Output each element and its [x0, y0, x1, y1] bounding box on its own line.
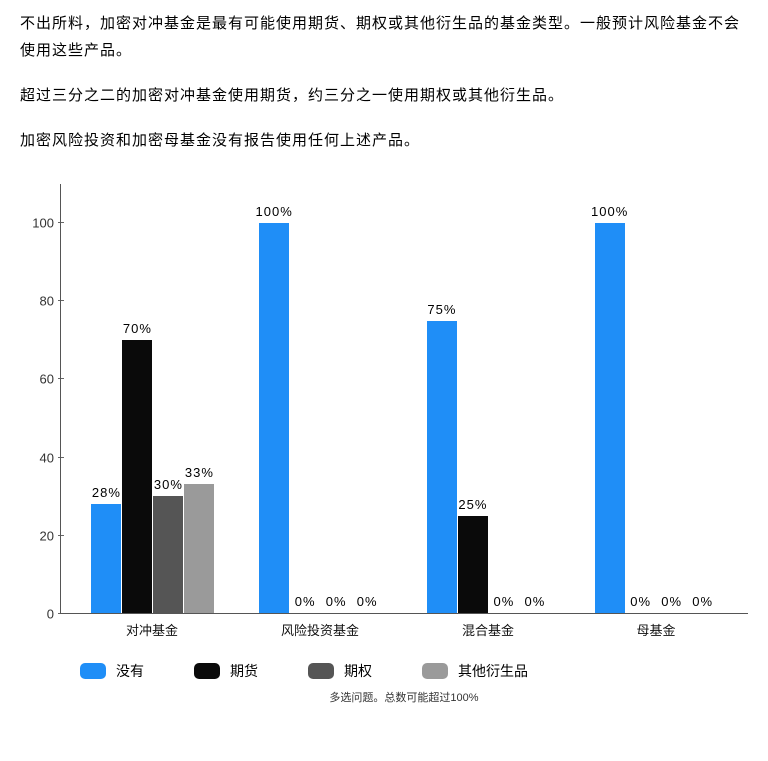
bar: 33%: [184, 484, 214, 613]
legend-label: 没有: [116, 661, 144, 681]
bar: 30%: [153, 496, 183, 613]
bar-value-label: 0%: [630, 594, 651, 609]
bar-value-label: 30%: [154, 477, 183, 492]
legend-label: 期货: [230, 661, 258, 681]
legend-item: 其他衍生品: [422, 661, 528, 681]
bar: 75%: [427, 321, 457, 614]
legend-swatch: [422, 663, 448, 679]
plot-area: 28%70%30%33%100%0%0%0%75%25%0%0%100%0%0%…: [60, 184, 748, 614]
y-tick-label: 100: [32, 216, 54, 231]
legend-swatch: [308, 663, 334, 679]
y-tick-label: 80: [40, 294, 54, 309]
bar-value-label: 0%: [692, 594, 713, 609]
paragraph-3: 加密风险投资和加密母基金没有报告使用任何上述产品。: [20, 127, 748, 154]
x-axis-label: 对冲基金: [68, 620, 236, 639]
bar-group: 100% 0% 0% 0%: [572, 184, 740, 613]
bar-value-label: 100%: [256, 204, 293, 219]
bar-value-label: 28%: [92, 485, 121, 500]
bar-value-label: 0%: [295, 594, 316, 609]
bar-value-label: 0%: [524, 594, 545, 609]
bar-group: 100% 0% 0% 0%: [237, 184, 405, 613]
chart-footnote: 多选问题。总数可能超过100%: [60, 689, 748, 705]
bar-group: 28%70%30%33%: [69, 184, 237, 613]
bar-value-label: 0%: [661, 594, 682, 609]
bar-value-label: 100%: [591, 204, 628, 219]
paragraph-1: 不出所料，加密对冲基金是最有可能使用期货、期权或其他衍生品的基金类型。一般预计风…: [20, 10, 748, 64]
legend-item: 期权: [308, 661, 372, 681]
y-tick-label: 0: [47, 607, 54, 622]
legend-item: 期货: [194, 661, 258, 681]
bar-value-label: 25%: [458, 497, 487, 512]
legend-swatch: [194, 663, 220, 679]
bar-value-label: 75%: [427, 302, 456, 317]
bar-value-label: 33%: [185, 465, 214, 480]
bar-value-label: 70%: [123, 321, 152, 336]
bar: 70%: [122, 340, 152, 613]
bar: 100%: [595, 223, 625, 613]
legend-swatch: [80, 663, 106, 679]
bar-group: 75%25%0%0%: [405, 184, 573, 613]
bar: 28%: [91, 504, 121, 613]
x-axis-label: 风险投资基金: [236, 620, 404, 639]
x-axis-label: 母基金: [572, 620, 740, 639]
bar-value-label: 0%: [326, 594, 347, 609]
x-axis-labels: 对冲基金风险投资基金混合基金母基金: [60, 614, 748, 639]
bar-chart: 020406080100 28%70%30%33%100%0%0%0%75%25…: [20, 184, 748, 705]
legend: 没有 期货 期权 其他衍生品: [60, 661, 748, 681]
y-axis: 020406080100: [20, 184, 60, 614]
legend-label: 期权: [344, 661, 372, 681]
bar-value-label: 0%: [357, 594, 378, 609]
y-tick-label: 20: [40, 528, 54, 543]
bar: 25%: [458, 516, 488, 614]
paragraph-2: 超过三分之二的加密对冲基金使用期货，约三分之一使用期权或其他衍生品。: [20, 82, 748, 109]
y-tick-label: 60: [40, 372, 54, 387]
legend-item: 没有: [80, 661, 144, 681]
legend-label: 其他衍生品: [458, 661, 528, 681]
bar-value-label: 0%: [493, 594, 514, 609]
y-tick-label: 40: [40, 450, 54, 465]
bar: 100%: [259, 223, 289, 613]
x-axis-label: 混合基金: [404, 620, 572, 639]
